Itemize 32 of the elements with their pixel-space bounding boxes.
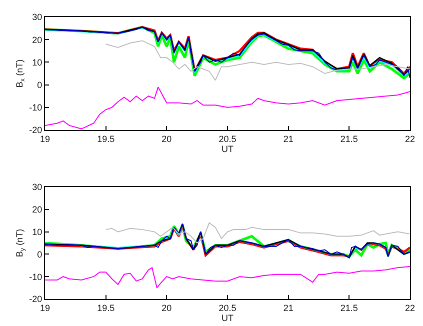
x-tick-label: 20.5 [218, 302, 236, 313]
y-tick-label: -10 [29, 102, 42, 113]
x-tick-label: 19.5 [97, 302, 115, 313]
x-tick-label: 21.5 [340, 302, 358, 313]
y-tick-label: 0 [37, 80, 42, 90]
x-tick-label: 20.5 [218, 134, 236, 144]
x-axis-title: UT [222, 312, 234, 323]
y-tick-label: 0 [37, 249, 42, 260]
y-tick-label: 10 [32, 57, 42, 68]
line-series [45, 86, 410, 130]
x-axis-title: UT [222, 144, 234, 154]
x-tick-label: 19.5 [97, 134, 115, 144]
x-tick-label: 21 [283, 302, 294, 313]
x-tick-label: 21.5 [340, 134, 358, 144]
y-tick-label: -20 [29, 294, 42, 304]
y-tick-label: 20 [32, 34, 42, 45]
x-tick-label: 20 [162, 134, 172, 144]
x-tick-label: 22 [404, 302, 416, 313]
line-series [105, 222, 410, 244]
x-tick-label: 19 [40, 134, 50, 144]
y-tick-label: -10 [29, 272, 42, 282]
line-series [105, 40, 410, 81]
x-tick-label: 22 [404, 134, 416, 144]
y-tick-label: 30 [32, 182, 42, 192]
y-tick-label: 20 [32, 204, 42, 215]
y-tick-label: 30 [32, 12, 42, 22]
y-tick-label: -20 [29, 125, 42, 136]
y-tick-label: 10 [32, 226, 42, 237]
x-tick-label: 19 [40, 302, 50, 313]
x-tick-label: 20 [162, 302, 172, 313]
line-series [45, 266, 410, 288]
x-tick-label: 21 [283, 134, 294, 144]
